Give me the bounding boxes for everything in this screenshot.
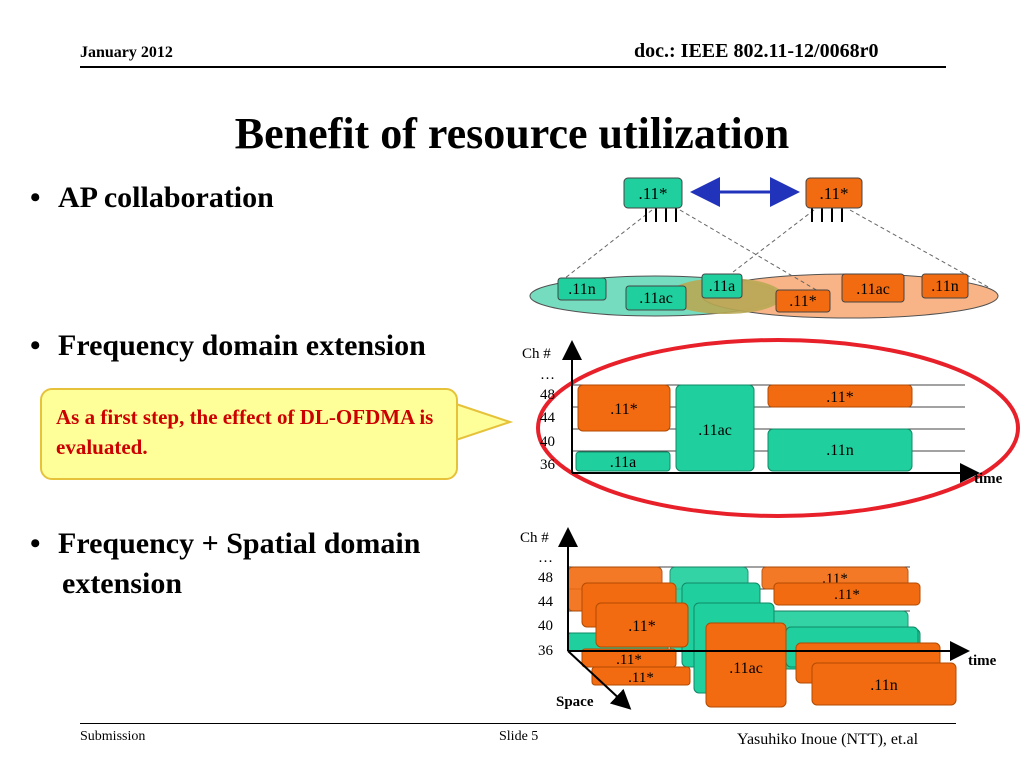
block-mid-11star-right-label: .11* [834, 587, 860, 603]
block-low-11star-2-label: .11* [628, 670, 654, 686]
block-11n-front [811, 662, 957, 706]
sta-11ac-left [625, 285, 687, 311]
block-11ac-front [705, 622, 787, 708]
bullet-text: Frequency + Spatial domain [58, 527, 421, 560]
slide-title: Benefit of resource utilization [234, 109, 790, 158]
sta-11star [775, 289, 831, 313]
footer-author: Yasuhiko Inoue (NTT), et.al [737, 731, 919, 748]
header-doc-id: doc.: IEEE 802.11-12/0068r0 [634, 40, 879, 62]
y-axis-label: Ch # [520, 530, 549, 546]
bullet-text: AP collaboration [58, 181, 274, 214]
block-11star-right [767, 384, 913, 408]
block-11ac-label: .11ac [698, 422, 732, 439]
footer-submission: Submission [80, 729, 146, 744]
header-divider [80, 66, 946, 68]
bullet-frequency-spatial-cont: extension [62, 567, 182, 600]
block-11star-right-label: .11* [826, 389, 853, 406]
y-axis-dots: … [540, 367, 555, 383]
block-low-11star-1-label: .11* [616, 652, 642, 668]
ap-right-box [805, 177, 863, 209]
ap-collaboration-diagram: .11* .11* .11n .11ac .11a .11* .11ac .11… [529, 177, 999, 319]
bullet-dot: • [30, 527, 41, 560]
bullet-frequency-spatial: • Frequency + Spatial domain [30, 524, 420, 564]
tick-48: 48 [540, 387, 555, 403]
block-11star-left [577, 384, 671, 432]
bullet-ap-collaboration: • AP collaboration [30, 178, 274, 218]
sta-11n-left-label: .11n [568, 281, 595, 298]
frequency-spatial-diagram: .11* .11* .11* .11* .11* .11ac .11n Ch #… [520, 527, 997, 710]
tick-36: 36 [540, 457, 556, 473]
sta-11a [701, 273, 743, 299]
header-date: January 2012 [80, 44, 173, 61]
sta-11n-right [921, 273, 969, 299]
ap-left-label: .11* [638, 184, 667, 203]
bullet-text: Frequency domain extension [58, 329, 426, 362]
block-front-11star [595, 602, 689, 648]
block-front-11star-label: .11* [628, 618, 655, 635]
tick-44: 44 [538, 594, 554, 610]
block-11a [575, 451, 671, 472]
block-11a-label: .11a [610, 454, 637, 471]
block-11star-left-label: .11* [610, 401, 637, 418]
y-axis-label: Ch # [522, 346, 551, 362]
sta-11star-label: .11* [789, 293, 816, 310]
block-11ac-front-label: .11ac [729, 660, 763, 677]
z-axis-label: Space [556, 694, 594, 710]
highlight-ellipse [536, 338, 1020, 518]
x-axis-label: time [974, 471, 1003, 487]
ap-left-box [623, 177, 683, 209]
frequency-domain-diagram: Ch # … 48 44 40 36 time .11* .11ac .11* … [522, 338, 1020, 518]
ap-right-label: .11* [819, 184, 848, 203]
tick-36: 36 [538, 643, 554, 659]
block-11n [767, 428, 913, 472]
bullet-dot: • [30, 329, 41, 362]
sta-11ac-right [841, 273, 905, 303]
x-axis-label: time [968, 653, 997, 669]
sta-11a-label: .11a [709, 278, 736, 295]
block-mid-11star-right [773, 582, 921, 606]
tick-40: 40 [538, 618, 553, 634]
tick-48: 48 [538, 570, 553, 586]
sta-11ac-right-label: .11ac [856, 281, 890, 298]
bullet-dot: • [30, 181, 41, 214]
y-axis-dots: … [538, 550, 553, 566]
sta-11n-right-label: .11n [931, 278, 958, 295]
footer-slide-number: Slide 5 [499, 729, 539, 744]
z-axis [567, 650, 632, 710]
bullet-frequency-domain: • Frequency domain extension [30, 326, 426, 366]
block-low-11star-2 [591, 666, 691, 686]
block-11ac [675, 384, 755, 472]
sta-11n-left [557, 277, 607, 301]
sta-11ac-left-label: .11ac [639, 290, 673, 307]
tick-44: 44 [540, 410, 556, 426]
tick-40: 40 [540, 434, 555, 450]
block-11n-label: .11n [826, 442, 853, 459]
block-11n-front-label: .11n [870, 677, 897, 694]
callout-box: As a first step, the effect of DL-OFDMA … [40, 388, 458, 480]
footer-divider [80, 723, 956, 724]
